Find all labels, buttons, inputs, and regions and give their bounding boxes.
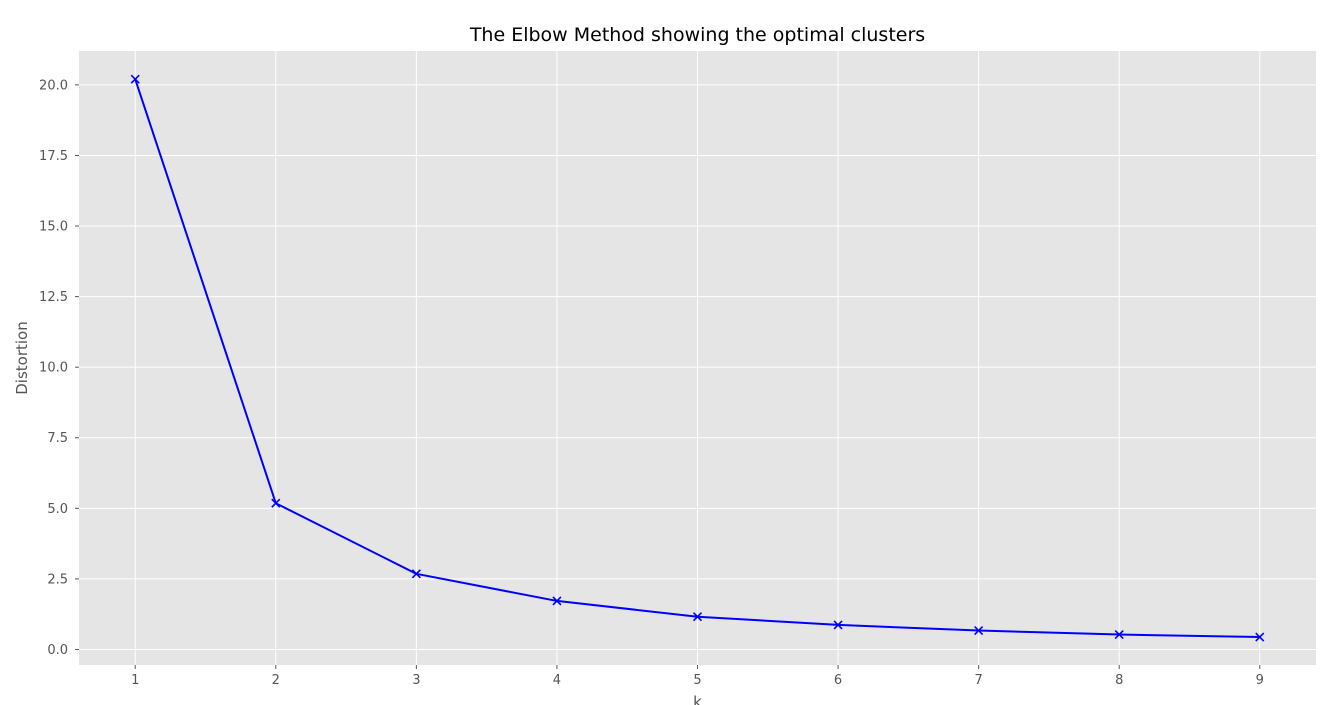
data-point-marker (130, 74, 140, 84)
marker-stroke (692, 612, 703, 622)
data-point-marker (411, 569, 421, 579)
data-point-marker (833, 620, 843, 630)
marker-stroke (1114, 629, 1124, 640)
x-axis-label: k (693, 693, 702, 705)
series-layer (130, 74, 1265, 642)
marker-stroke (1255, 632, 1265, 642)
marker-stroke (552, 596, 562, 606)
y-tick-label: 0.0 (47, 643, 68, 658)
x-tick-label: 1 (131, 673, 139, 688)
x-tick-label: 7 (974, 673, 982, 688)
y-tick-label: 15.0 (39, 220, 68, 235)
marker-stroke (411, 569, 421, 579)
data-point-marker (552, 596, 562, 606)
axis-ticks: 1 2 3 4 5 6 7 8 9 0.0 2.5 5.0 7.5 10.0 12.5 15.0 17.5 20.… (39, 78, 1264, 688)
y-tick-label: 2.5 (47, 572, 68, 587)
grid-lines (79, 51, 1316, 665)
data-point-marker (974, 625, 984, 636)
x-tick-label: 9 (1256, 673, 1264, 688)
chart-title: The Elbow Method showing the optimal clu… (469, 24, 925, 46)
y-tick-label: 5.0 (47, 502, 68, 517)
x-tick-label: 4 (553, 673, 561, 688)
marker-stroke (833, 620, 843, 630)
x-tick-label: 3 (412, 673, 420, 688)
y-tick-label: 10.0 (39, 361, 68, 376)
y-tick-label: 20.0 (39, 78, 68, 93)
x-tick-label: 8 (1115, 673, 1123, 688)
y-axis-label: Distortion (13, 321, 31, 395)
data-point-marker (1255, 632, 1265, 642)
y-tick-label: 7.5 (47, 431, 68, 446)
data-point-marker (692, 612, 703, 622)
x-tick-label: 6 (834, 673, 842, 688)
data-point-marker (271, 498, 281, 508)
y-tick-label: 17.5 (39, 149, 68, 164)
marker-stroke (130, 74, 140, 84)
data-point-marker (1114, 629, 1124, 640)
x-tick-label: 2 (272, 673, 280, 688)
y-tick-label: 12.5 (39, 290, 68, 305)
marker-stroke (974, 625, 984, 636)
x-tick-label: 5 (693, 673, 701, 688)
marker-stroke (271, 498, 281, 508)
